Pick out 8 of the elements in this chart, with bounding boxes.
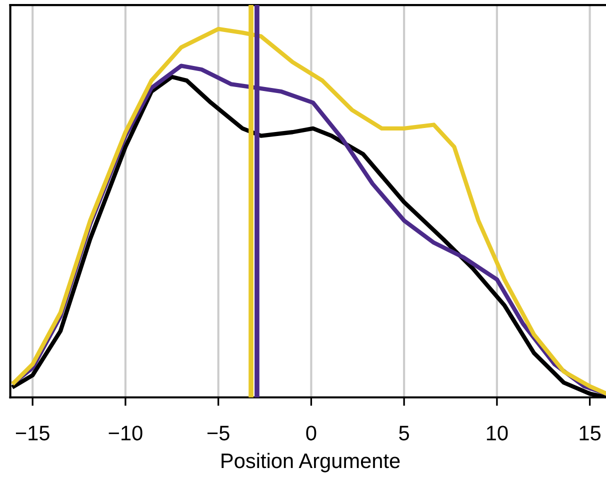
x-tick-label: 15 <box>580 426 601 440</box>
x-tick-label: 5 <box>399 426 409 440</box>
x-axis-title: Position Argumente <box>222 452 400 472</box>
x-tick-label: −15 <box>16 426 50 440</box>
x-tick-label: 10 <box>486 426 508 440</box>
x-tick-label: −5 <box>207 426 230 440</box>
x-tick-label: −10 <box>108 426 142 440</box>
x-tick-label: 0 <box>306 426 316 440</box>
